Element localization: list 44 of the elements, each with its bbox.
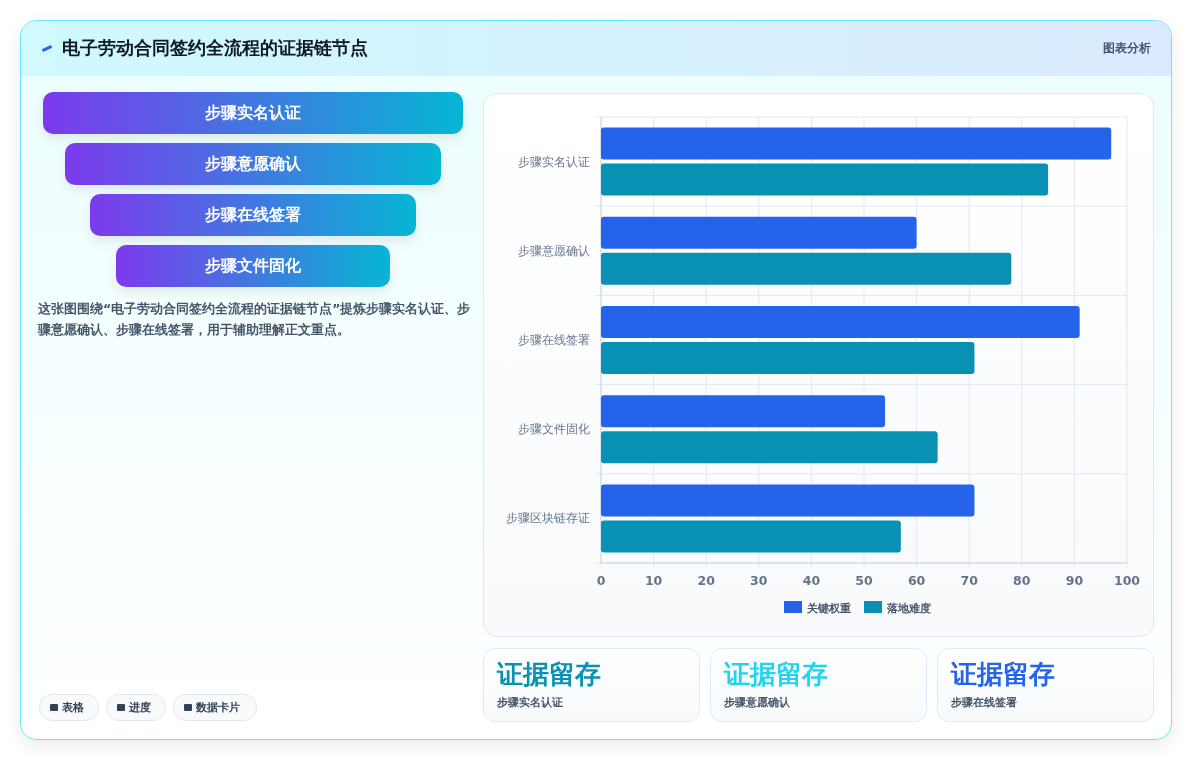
x-tick-label: 40 (802, 573, 821, 588)
x-tick-label: 90 (1065, 573, 1084, 588)
text: 进度 (129, 700, 151, 716)
x-tick-label: 0 (596, 573, 606, 588)
category-label: 证据留存 (724, 658, 828, 691)
bar (601, 306, 1080, 338)
text: 表格 (62, 700, 84, 716)
category-label: 步骤意愿确认 (65, 143, 441, 185)
category-label: 步骤实名认证 (43, 92, 463, 134)
x-tick-label: 70 (960, 573, 979, 588)
bar (601, 163, 1049, 196)
text: 数据卡片 (196, 700, 240, 716)
text: 图表分析 (1103, 40, 1151, 57)
bar (601, 127, 1112, 160)
x-tick-label: 10 (644, 573, 663, 588)
bar (601, 484, 975, 517)
text: 这张图围绕“电子劳动合同签约全流程的证据链节点”提炼步骤实名认证、步骤意愿确认、步骤在线签署，用于辅助理解正文重点。 (38, 300, 472, 339)
legend-label: 落地难度 (886, 601, 931, 615)
category-label: 证据留存 (497, 658, 601, 691)
y-tick-label: 步骤实名认证 (518, 154, 590, 169)
y-tick-label: 步骤意愿确认 (518, 243, 590, 258)
x-tick-label: 20 (697, 573, 716, 588)
x-tick-label: 30 (750, 573, 768, 588)
category-label: 步骤文件固化 (116, 245, 390, 287)
legend-label: 关键权重 (806, 601, 851, 615)
x-tick-label: 80 (1013, 573, 1031, 588)
x-tick-label: 100 (1113, 573, 1141, 588)
category-label: 证据留存 (951, 658, 1055, 691)
bar (601, 252, 1012, 285)
y-tick-label: 步骤区块链存证 (506, 511, 590, 526)
text: 步骤在线签署 (951, 695, 1017, 710)
text: 步骤意愿确认 (724, 695, 790, 710)
bar (601, 520, 901, 553)
category-label: 步骤在线签署 (90, 194, 416, 236)
text: 步骤实名认证 (497, 695, 563, 710)
bar (601, 216, 917, 249)
bar (601, 431, 938, 464)
y-tick-label: 步骤文件固化 (518, 422, 590, 437)
y-tick-label: 步骤在线签署 (518, 333, 590, 347)
bar (601, 342, 975, 374)
bar (601, 395, 886, 428)
x-tick-label: 50 (855, 573, 873, 588)
x-tick-label: 60 (907, 573, 926, 588)
text: 电子劳动合同签约全流程的证据链节点 (62, 36, 368, 60)
